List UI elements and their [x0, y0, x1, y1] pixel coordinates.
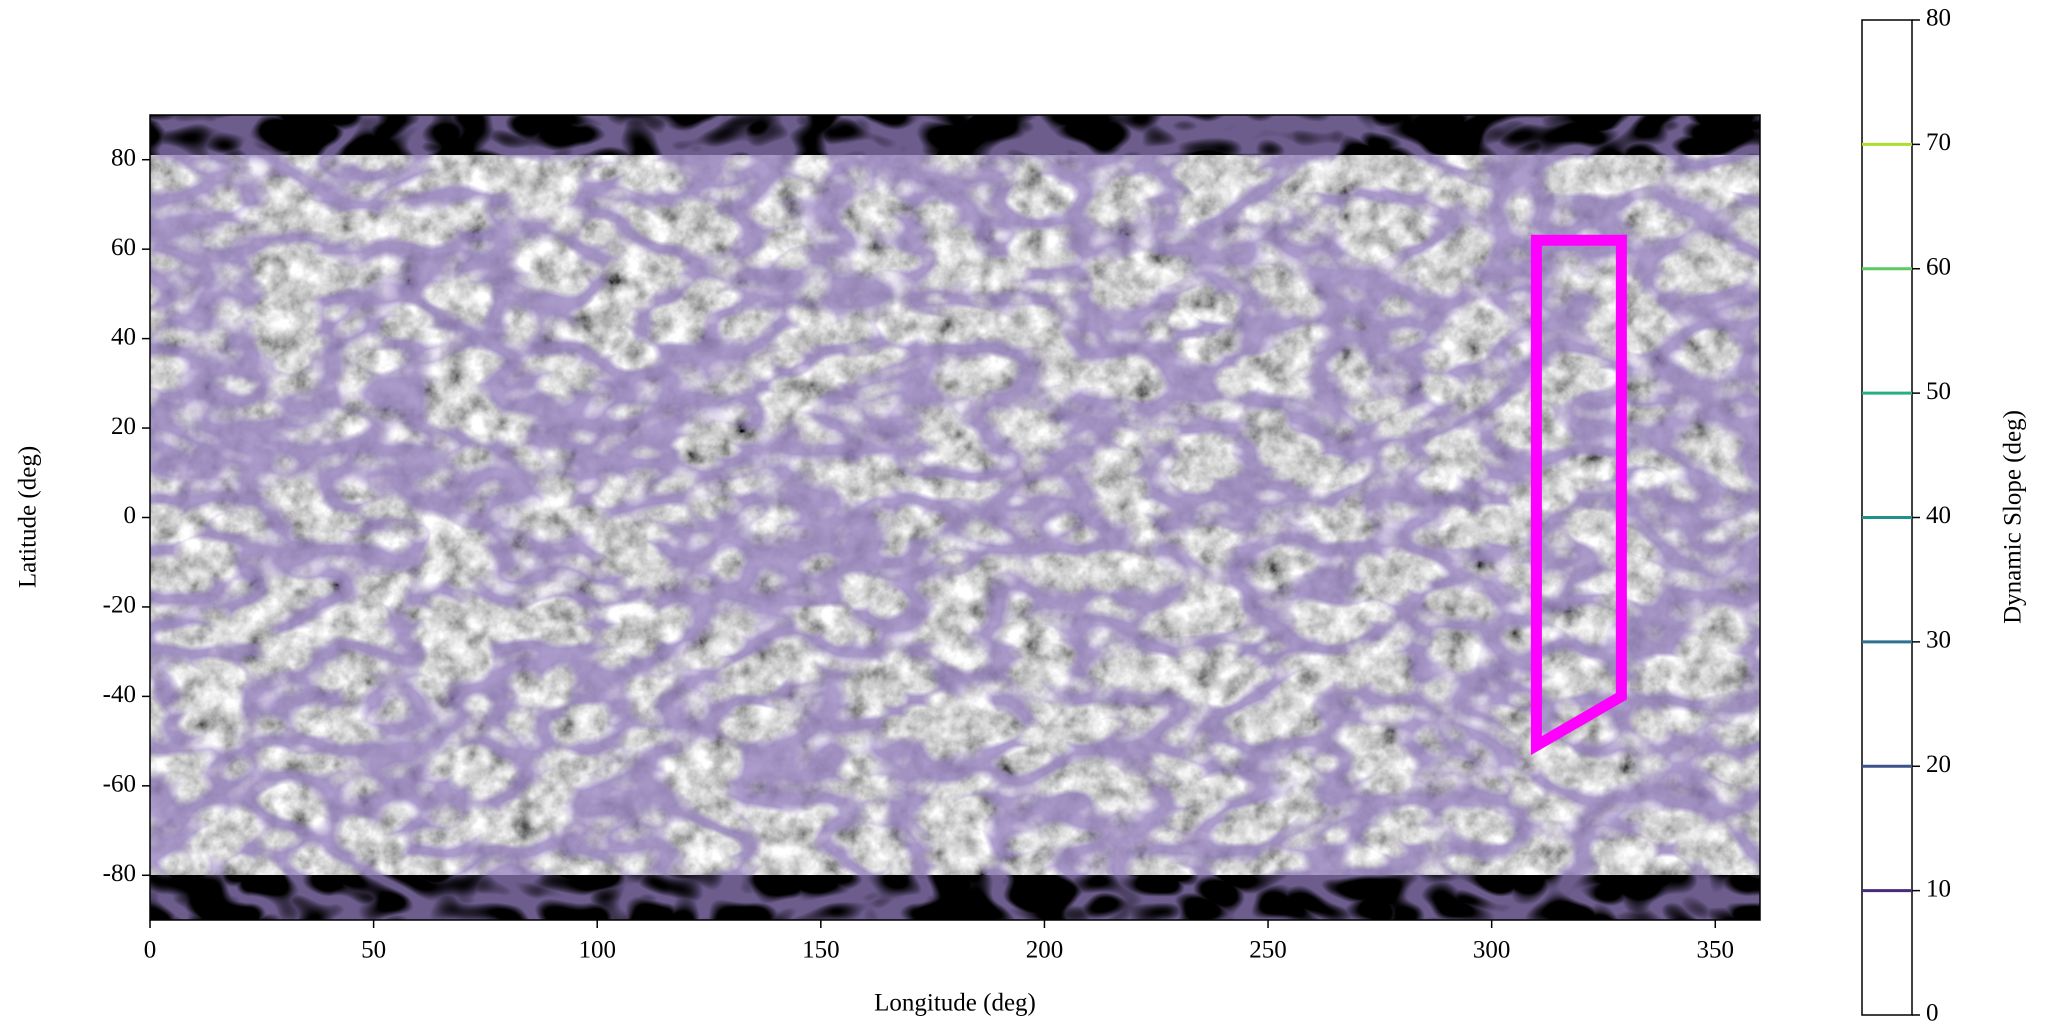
colorbar-tick-label: 50	[1926, 378, 1951, 405]
x-tick-label: 250	[1249, 937, 1287, 964]
x-tick-label: 150	[802, 937, 840, 964]
y-tick-label: 80	[111, 144, 136, 171]
y-tick-label: 20	[111, 413, 136, 440]
x-tick-label: 300	[1473, 937, 1511, 964]
x-axis-label: Longitude (deg)	[874, 990, 1036, 1017]
y-tick-label: 40	[111, 323, 136, 350]
colorbar-tick-label: 80	[1926, 5, 1951, 32]
colorbar-tick-label: 70	[1926, 129, 1951, 156]
x-tick-label: 100	[578, 937, 616, 964]
x-tick-label: 200	[1026, 937, 1064, 964]
y-axis-label: Latitude (deg)	[15, 446, 42, 588]
region-outline	[1530, 234, 1627, 756]
y-tick-label: 60	[111, 234, 136, 261]
x-tick-label: 350	[1697, 937, 1735, 964]
colorbar-tick-label: 60	[1926, 253, 1951, 280]
colorbar-tick-label: 0	[1926, 1000, 1939, 1027]
colorbar-tick-label: 30	[1926, 627, 1951, 654]
x-tick-label: 50	[361, 937, 386, 964]
y-tick-label: -80	[103, 860, 136, 887]
y-tick-label: -40	[103, 681, 136, 708]
colorbar-tick-label: 10	[1926, 875, 1951, 902]
y-tick-label: -20	[103, 592, 136, 619]
colorbar-tick-label: 40	[1926, 502, 1951, 529]
colorbar-tick-label: 20	[1926, 751, 1951, 778]
y-tick-label: -60	[103, 771, 136, 798]
map-image	[150, 115, 1760, 920]
colorbar-label: Dynamic Slope (deg)	[2000, 410, 2027, 624]
y-tick-label: 0	[124, 502, 137, 529]
x-tick-label: 0	[144, 937, 157, 964]
